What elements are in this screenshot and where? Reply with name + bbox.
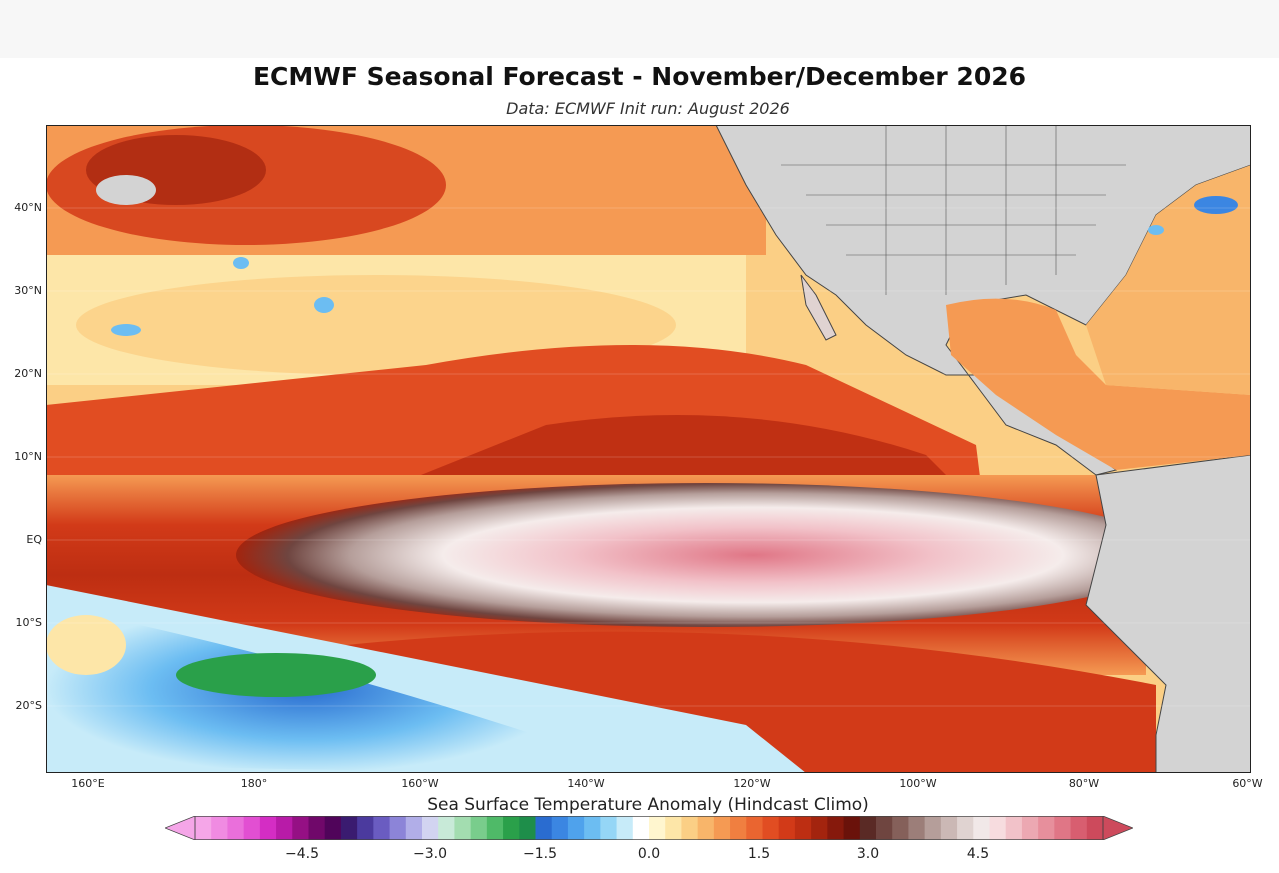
- colorbar-swatch: [600, 816, 618, 840]
- colorbar-swatch: [908, 816, 926, 840]
- lon-tick-160w: 160°W: [401, 777, 439, 790]
- colorbar-swatch: [794, 816, 812, 840]
- colorbar-swatch: [1021, 816, 1039, 840]
- lat-tick-20s: 20°S: [15, 699, 42, 712]
- lon-tick-160e: 160°E: [71, 777, 105, 790]
- colorbar-swatch: [649, 816, 666, 840]
- colorbar-tick-neg1-5: −1.5: [523, 846, 557, 862]
- colorbar-right-arrow: [1102, 816, 1133, 840]
- colorbar-swatch: [292, 816, 310, 840]
- sst-anomaly-map: [46, 125, 1251, 773]
- lat-tick-40n: 40°N: [14, 201, 42, 214]
- colorbar-swatch: [762, 816, 780, 840]
- colorbar-swatch: [924, 816, 942, 840]
- colorbar-swatch: [843, 816, 861, 840]
- colorbar-swatch: [227, 816, 245, 840]
- colorbar-tick-3-0: 3.0: [856, 846, 880, 862]
- lat-tick-10s: 10°S: [15, 616, 42, 629]
- colorbar-swatch: [665, 816, 683, 840]
- colorbar-swatch: [616, 816, 634, 840]
- colorbar-swatch: [535, 816, 553, 840]
- colorbar-swatch: [1086, 816, 1104, 840]
- colorbar-swatch: [259, 816, 277, 840]
- colorbar-swatch: [989, 816, 1007, 840]
- colorbar-swatch: [276, 816, 293, 840]
- colorbar-swatch: [308, 816, 326, 840]
- colorbar-swatch: [1005, 816, 1023, 840]
- colorbar-swatch: [373, 816, 391, 840]
- lon-tick-120w: 120°W: [733, 777, 771, 790]
- colorbar-swatch: [876, 816, 893, 840]
- colorbar-swatch: [1038, 816, 1055, 840]
- lon-tick-180: 180°: [240, 777, 268, 790]
- colorbar-swatch: [713, 816, 731, 840]
- lat-tick-eq: EQ: [26, 533, 42, 546]
- colorbar-swatch: [957, 816, 974, 840]
- colorbar-swatch: [827, 816, 845, 840]
- colorbar-swatch: [940, 816, 958, 840]
- colorbar-swatch: [324, 816, 342, 840]
- colorbar-swatch: [470, 816, 488, 840]
- colorbar-swatch: [357, 816, 374, 840]
- colorbar-swatch: [584, 816, 601, 840]
- lat-tick-10n: 10°N: [14, 450, 42, 463]
- lat-tick-30n: 30°N: [14, 284, 42, 297]
- colorbar-swatches: [195, 816, 1104, 840]
- colorbar-tick-0-0: 0.0: [637, 846, 661, 862]
- lon-tick-100w: 100°W: [899, 777, 937, 790]
- colorbar-swatch: [422, 816, 439, 840]
- colorbar-tick-1-5: 1.5: [747, 846, 771, 862]
- colorbar-swatch: [730, 816, 747, 840]
- colorbar-swatch: [973, 816, 991, 840]
- colorbar-tick-neg3-0: −3.0: [413, 846, 447, 862]
- colorbar-tick-neg4-5: −4.5: [285, 846, 319, 862]
- colorbar-left-arrow: [165, 816, 196, 840]
- colorbar-swatch: [778, 816, 796, 840]
- colorbar-swatch: [454, 816, 472, 840]
- colorbar-swatch: [243, 816, 261, 840]
- lon-tick-80w: 80°W: [1068, 777, 1100, 790]
- colorbar-swatch: [503, 816, 520, 840]
- colorbar-swatch: [519, 816, 537, 840]
- colorbar-swatch: [811, 816, 828, 840]
- lon-tick-140w: 140°W: [567, 777, 605, 790]
- colorbar-swatch: [195, 816, 212, 840]
- colorbar-swatch: [405, 816, 423, 840]
- colorbar-label: Sea Surface Temperature Anomaly (Hindcas…: [427, 795, 869, 815]
- colorbar-swatch: [681, 816, 699, 840]
- chart-title: ECMWF Seasonal Forecast - November/Decem…: [252, 62, 1027, 91]
- colorbar-swatch: [551, 816, 569, 840]
- colorbar-swatch: [486, 816, 504, 840]
- colorbar-swatch: [438, 816, 456, 840]
- lon-tick-60w: 60°W: [1232, 777, 1263, 790]
- colorbar-swatch: [892, 816, 910, 840]
- chart-subtitle: Data: ECMWF Init run: August 2026: [506, 99, 790, 118]
- colorbar-swatch: [632, 816, 650, 840]
- colorbar-swatch: [1070, 816, 1088, 840]
- colorbar-swatch: [859, 816, 877, 840]
- top-toolbar-strip: [0, 0, 1279, 58]
- colorbar-swatch: [746, 816, 764, 840]
- lat-tick-20n: 20°N: [14, 367, 42, 380]
- colorbar-swatch: [211, 816, 229, 840]
- colorbar: [165, 816, 1133, 840]
- colorbar-tick-4-5: 4.5: [966, 846, 990, 862]
- colorbar-swatch: [389, 816, 407, 840]
- colorbar-swatch: [1054, 816, 1072, 840]
- colorbar-swatch: [697, 816, 715, 840]
- colorbar-swatch: [567, 816, 585, 840]
- colorbar-swatch: [340, 816, 358, 840]
